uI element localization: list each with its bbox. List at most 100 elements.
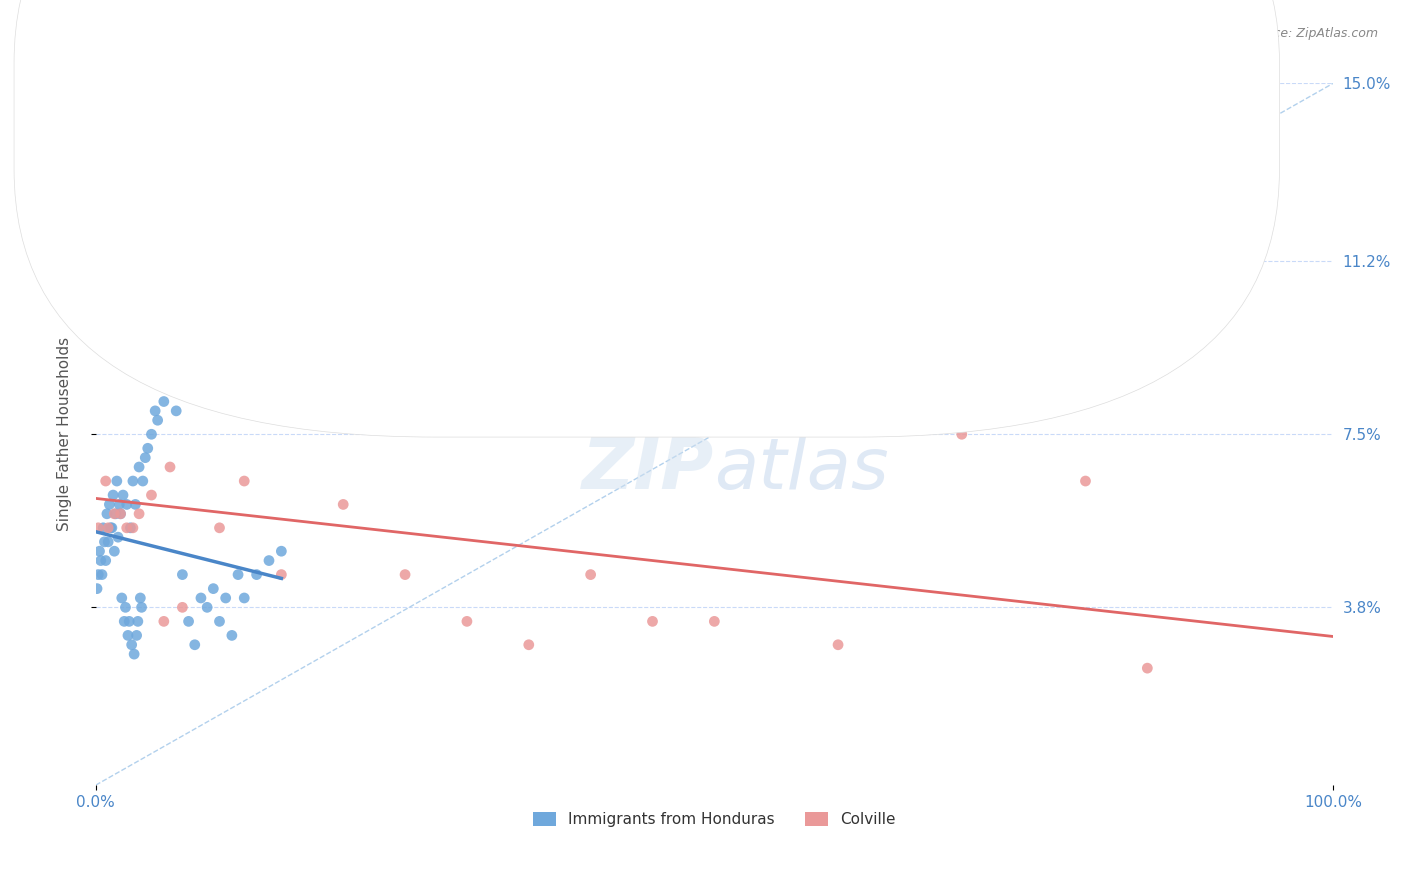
Point [90,553,112,567]
Point [117,628,139,642]
Point [131,600,153,615]
Text: 28: 28 [703,120,724,135]
Point [87,521,110,535]
Point [195,600,218,615]
Point [101,488,124,502]
Point [703,615,725,629]
Text: atlas: atlas [714,434,889,504]
Point [221,628,243,642]
Text: IMMIGRANTS FROM HONDURAS VS COLVILLE SINGLE FATHER HOUSEHOLDS CORRELATION CHART: IMMIGRANTS FROM HONDURAS VS COLVILLE SIN… [28,27,1008,45]
Point [105,474,128,488]
Point [89,544,111,558]
Point [100,521,122,535]
Point [122,474,145,488]
Point [115,498,138,512]
Point [1074,474,1097,488]
Point [141,488,163,502]
Point [270,544,292,558]
Point [111,488,134,502]
Point [125,628,148,642]
Point [122,521,145,535]
Point [177,615,200,629]
Point [96,507,118,521]
Point [950,427,973,442]
Point [97,534,120,549]
Text: N =: N = [640,120,683,135]
Point [108,498,131,512]
Point [110,507,132,521]
Point [98,498,121,512]
Point [86,582,108,596]
Point [233,474,256,488]
Text: 60: 60 [703,85,724,99]
Point [190,357,212,371]
Point [579,567,602,582]
Point [124,498,146,512]
Text: R =: R = [492,85,526,99]
Point [104,507,127,521]
Point [127,615,149,629]
Text: ZIP: ZIP [582,434,714,504]
Point [226,567,249,582]
Point [184,638,207,652]
Point [118,615,141,629]
Point [233,591,256,605]
Text: R =: R = [492,120,526,135]
Point [93,534,115,549]
Point [172,567,194,582]
Point [332,498,354,512]
Point [641,615,664,629]
Point [208,521,231,535]
Point [517,638,540,652]
Point [91,567,114,582]
Point [87,567,110,582]
Y-axis label: Single Father Households: Single Father Households [58,337,72,532]
Point [94,474,117,488]
Point [456,615,478,629]
Point [121,638,143,652]
Point [115,521,138,535]
Point [215,591,238,605]
Point [97,521,120,535]
Point [122,647,145,661]
Point [94,553,117,567]
Point [172,600,194,615]
Point [208,615,231,629]
Point [91,521,114,535]
Point [153,394,176,409]
Point [132,474,155,488]
Point [394,567,416,582]
Point [165,404,187,418]
Point [136,442,159,456]
Point [257,553,280,567]
Point [129,591,152,605]
Point [1136,661,1159,675]
Point [107,530,129,544]
Point [114,600,136,615]
Point [120,521,142,535]
Point [827,638,849,652]
Point [103,507,125,521]
Point [190,591,212,605]
Point [141,427,163,442]
Point [110,507,132,521]
Legend: Immigrants from Honduras, Colville: Immigrants from Honduras, Colville [527,806,901,834]
Text: Source: ZipAtlas.com: Source: ZipAtlas.com [1244,27,1378,40]
Text: 0.505: 0.505 [546,85,605,99]
Point [103,544,125,558]
Point [159,460,181,475]
Point [153,615,176,629]
Point [143,404,166,418]
Point [270,567,292,582]
Point [128,507,150,521]
Text: N =: N = [640,85,683,99]
Point [146,413,169,427]
Point [101,521,124,535]
Point [128,460,150,475]
Point [111,591,134,605]
Point [202,582,225,596]
Text: 0.110: 0.110 [546,120,605,135]
Point [112,615,135,629]
Point [246,567,269,582]
Point [91,146,114,161]
